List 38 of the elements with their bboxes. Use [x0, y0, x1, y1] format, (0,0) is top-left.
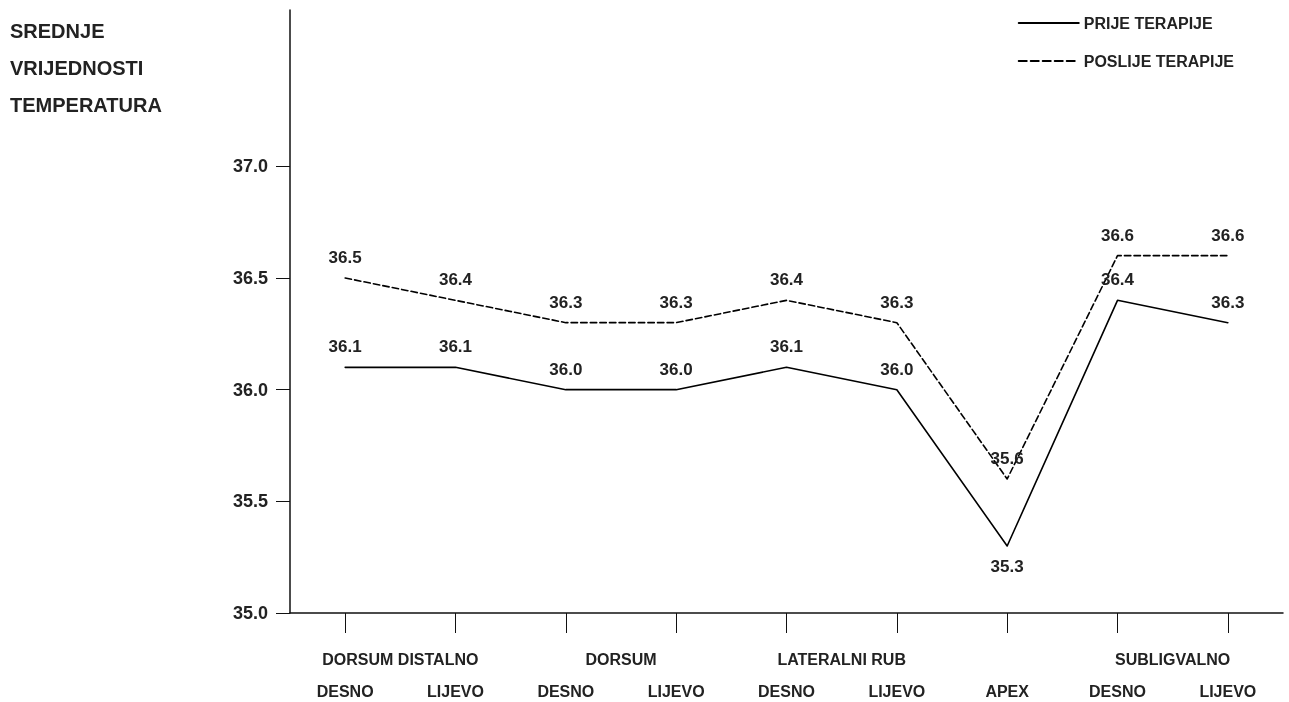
x-tick-label: DESNO	[316, 682, 374, 700]
data-label: 36.4	[769, 270, 804, 290]
x-tick-label: LIJEVO	[1199, 682, 1257, 700]
data-label: 36.1	[328, 337, 362, 357]
y-tick-label: 37.0	[232, 156, 268, 177]
text: DORSUM DISTALNO	[322, 650, 479, 668]
legend-label: POSLIJE TERAPIJE	[1083, 52, 1235, 70]
x-tick-label: LIJEVO	[868, 682, 926, 700]
data-label: 35.3	[990, 557, 1024, 576]
data-label: 36.0	[880, 359, 914, 379]
x-tick-label: APEX	[985, 682, 1030, 700]
data-label: 36.3	[549, 292, 583, 312]
data-label: 36.5	[328, 248, 362, 267]
data-label: 36.6	[1100, 225, 1135, 245]
data-label: 36.1	[769, 337, 804, 357]
data-label: 36.0	[659, 359, 693, 379]
data-label: 36.0	[549, 359, 583, 379]
x-tick-label: LIJEVO	[647, 682, 705, 700]
x-tick-label: DESNO	[537, 682, 595, 700]
y-tick-label: 36.0	[232, 379, 268, 400]
data-label: 36.6	[1211, 225, 1245, 245]
data-label: 36.3	[1211, 292, 1245, 312]
x-tick-label: DESNO	[1089, 682, 1146, 700]
y-axis-title: SREDNJE VRIJEDNOSTI TEMPERATURA	[10, 19, 162, 116]
data-label: 36.1	[438, 337, 473, 357]
data-label: 36.4	[1100, 270, 1135, 290]
y-tick-label: 35.5	[232, 491, 268, 512]
y-tick-label: 36.5	[232, 268, 268, 288]
x-tick-label: LIJEVO	[427, 682, 484, 700]
y-tick-label: 35.0	[232, 603, 268, 623]
text: SUBLIGVALNO	[1115, 650, 1231, 668]
legend-label: PRIJE TERAPIJE	[1083, 14, 1213, 32]
text: LATERALNI RUB	[777, 650, 906, 668]
data-label: 36.4	[438, 270, 473, 290]
data-label: 36.3	[880, 292, 914, 312]
text: DORSUM	[585, 650, 657, 668]
data-label: 36.3	[659, 292, 693, 312]
x-tick-label: DESNO	[758, 682, 815, 700]
